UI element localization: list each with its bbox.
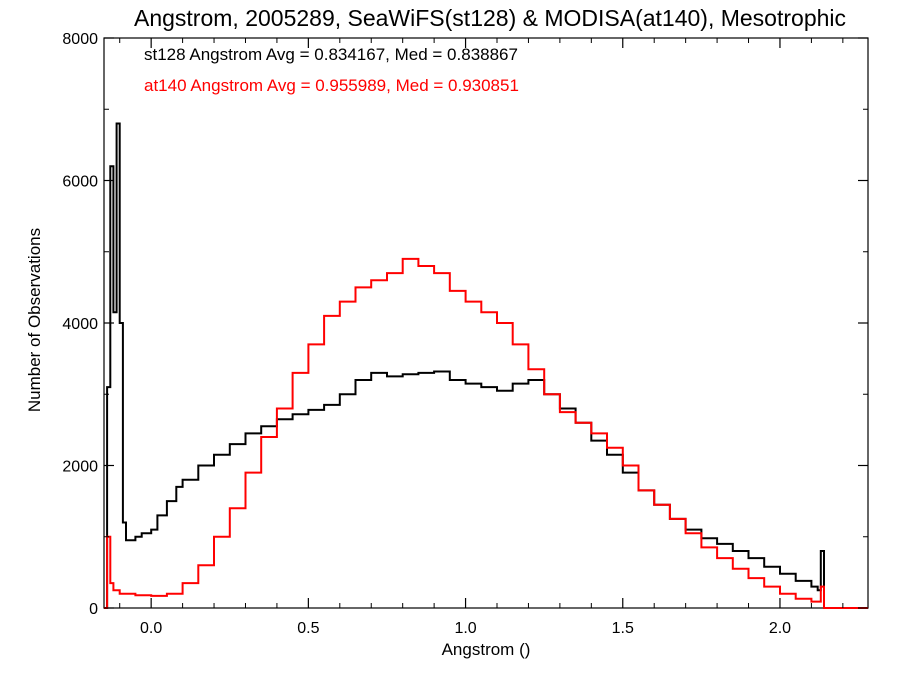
series-layer: [104, 122, 868, 609]
y-axis-label: Number of Observations: [25, 228, 44, 412]
x-tick-label: 1.0: [454, 620, 476, 637]
y-tick-label: 0: [89, 601, 98, 618]
plot-frame: [103, 37, 869, 609]
x-tick-label: 0.5: [297, 620, 319, 637]
y-axis-ticks: 0 2000 4000 6000 8000: [62, 31, 868, 618]
annotation-at140: at140 Angstrom Avg = 0.955989, Med = 0.9…: [144, 76, 519, 95]
chart-title: Angstrom, 2005289, SeaWiFS(st128) & MODI…: [134, 5, 846, 31]
series-line-1: [104, 257, 868, 609]
y-tick-label: 6000: [62, 174, 98, 191]
series-line-0: [104, 122, 868, 609]
plot-area: 0.0 0.5 1.0 1.5 2.0 0 2000 4000 6000 8000: [62, 31, 869, 637]
y-tick-label: 4000: [62, 316, 98, 333]
x-tick-label: 2.0: [769, 620, 791, 637]
x-axis-ticks: 0.0 0.5 1.0 1.5 2.0: [119, 38, 844, 637]
x-tick-label: 1.5: [612, 620, 634, 637]
y-tick-label: 8000: [62, 31, 98, 48]
x-axis-label: Angstrom (): [442, 640, 531, 659]
y-tick-label: 2000: [62, 459, 98, 476]
x-tick-label: 0.0: [140, 620, 162, 637]
annotation-st128: st128 Angstrom Avg = 0.834167, Med = 0.8…: [144, 45, 518, 64]
